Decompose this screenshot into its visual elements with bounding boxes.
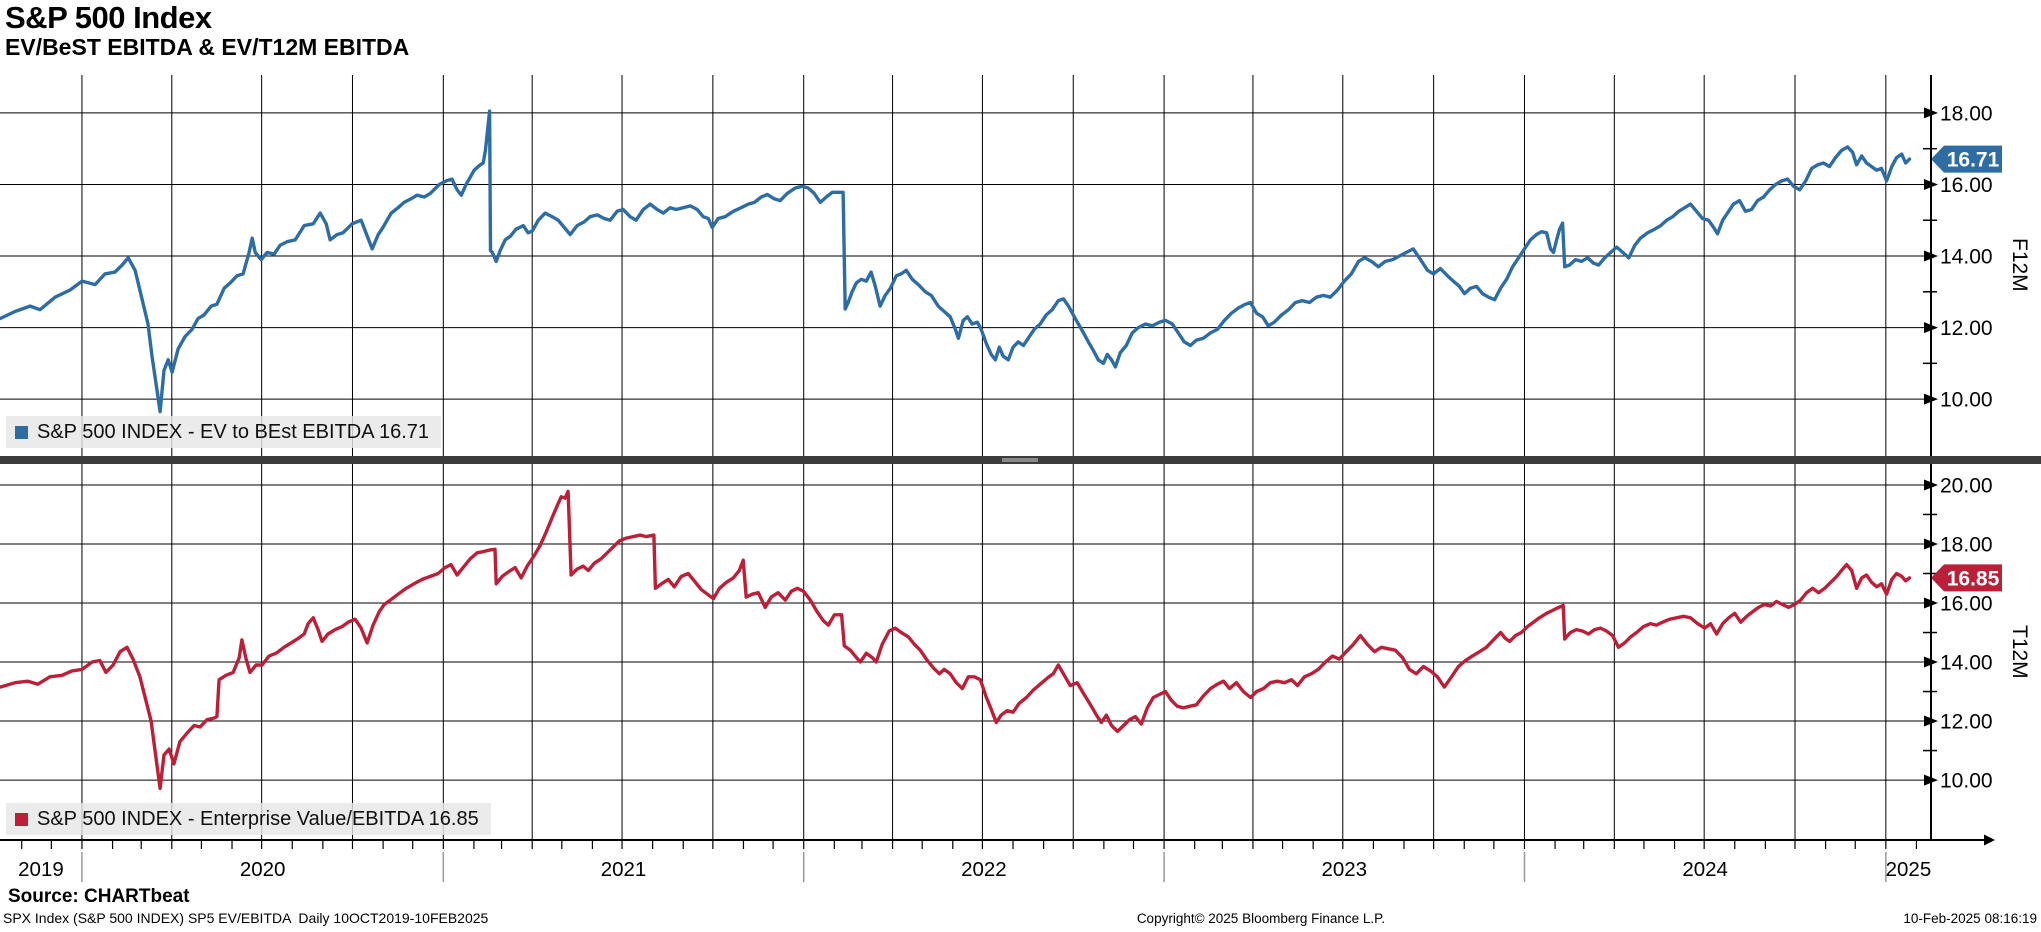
panel-divider-handle[interactable] <box>1002 458 1038 462</box>
footer-timestamp: 10-Feb-2025 08:16:19 <box>1903 911 2037 926</box>
y-axis-tick-label: 12.00 <box>1940 711 1993 734</box>
ev-t12m-ebitda-line <box>0 489 1912 791</box>
right-axis-title-f12m: F12M <box>2008 238 2031 292</box>
footer-copyright: Copyright© 2025 Bloomberg Finance L.P. <box>1136 911 1386 926</box>
x-axis-year-label: 2023 <box>1321 858 1367 881</box>
legend-top-label: S&P 500 INDEX - EV to BEst EBITDA 16.71 <box>37 420 430 443</box>
x-axis-arrow-icon <box>1984 834 1995 846</box>
footer-source: Source: CHARTbeat <box>8 886 190 907</box>
y-axis-tick-label: 14.00 <box>1940 246 1993 269</box>
last-value-badge-bottom <box>1931 564 2002 592</box>
chart-header: S&P 500 Index EV/BeST EBITDA & EV/T12M E… <box>5 1 409 60</box>
x-axis-year-label: 2025 <box>1886 858 1932 881</box>
legend-bottom-swatch-icon <box>15 812 28 826</box>
footer-ticker-description: SPX Index (S&P 500 INDEX) SP5 EV/EBITDA … <box>3 910 489 926</box>
legend-bottom-series[interactable]: S&P 500 INDEX - Enterprise Value/EBITDA … <box>6 803 491 835</box>
page-title: S&P 500 Index <box>5 0 212 35</box>
y-axis-tick-label: 18.00 <box>1940 533 1993 556</box>
y-axis-tick-label: 20.00 <box>1940 474 1993 497</box>
right-axis-title-t12m: T12M <box>2008 625 2031 679</box>
page-subtitle: EV/BeST EBITDA & EV/T12M EBITDA <box>5 34 410 60</box>
y-axis-tick-label: 16.00 <box>1940 174 1993 197</box>
x-axis-year-label: 2021 <box>601 858 647 881</box>
y-axis-tick-label: 16.00 <box>1940 593 1993 616</box>
y-axis-tick-label: 12.00 <box>1940 317 1993 340</box>
y-axis-tick-label: 10.00 <box>1940 770 1993 793</box>
legend-bottom-label: S&P 500 INDEX - Enterprise Value/EBITDA … <box>37 807 479 830</box>
legend-top-swatch-icon <box>15 425 28 439</box>
ev-best-ebitda-line <box>0 109 1912 414</box>
x-axis-year-label: 2024 <box>1682 858 1728 881</box>
last-value-badge-top <box>1931 145 2002 173</box>
x-axis-year-label: 2022 <box>961 858 1007 881</box>
legend-top-series[interactable]: S&P 500 INDEX - EV to BEst EBITDA 16.71 <box>6 416 442 448</box>
y-axis-tick-label: 18.00 <box>1940 102 1993 125</box>
last-value-badge-label: 16.85 <box>1947 567 2000 590</box>
last-value-badge-label: 16.71 <box>1947 149 2000 172</box>
y-axis-tick-label: 10.00 <box>1940 389 1993 412</box>
x-axis-year-label: 2019 <box>18 858 64 881</box>
y-axis-tick-label: 14.00 <box>1940 652 1993 675</box>
x-axis-year-label: 2020 <box>240 858 286 881</box>
